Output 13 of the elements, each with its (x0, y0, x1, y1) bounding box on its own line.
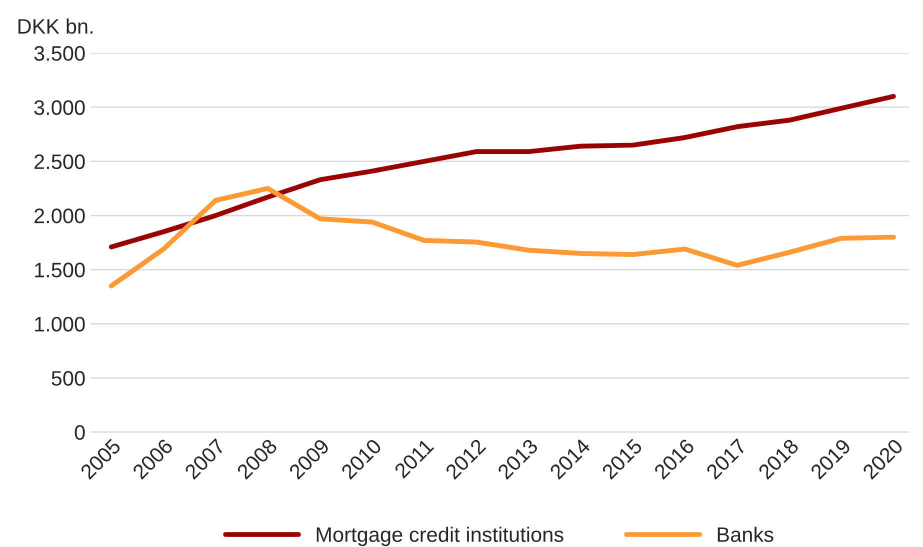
legend-label: Mortgage credit institutions (316, 526, 564, 546)
line-series (108, 94, 896, 250)
y-tick-label: 2.500 (34, 154, 85, 170)
y-tick-label: 1.000 (35, 316, 85, 332)
y-tick-label: 3.000 (34, 100, 85, 115)
y-tick-label: 500 (52, 370, 85, 386)
legend-label: Banks (718, 526, 774, 542)
y-tick-label: 3.500 (34, 46, 85, 61)
y-tick-label: 2.000 (34, 208, 85, 224)
line-series (108, 186, 896, 288)
y-axis-title: DKK bn. (18, 18, 92, 34)
y-tick-label: 0 (74, 425, 85, 440)
y-tick-label: 1.500 (35, 262, 85, 278)
